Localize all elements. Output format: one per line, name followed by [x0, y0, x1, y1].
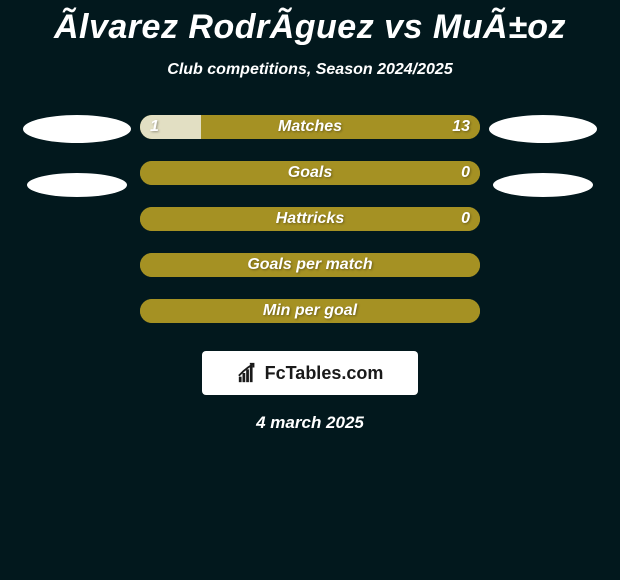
comparison-row: Matches113 Goals0 Hattricks0 Goals per matc… — [0, 115, 620, 323]
stat-bar: Matches113 — [140, 115, 480, 139]
page-root: Ãlvarez RodrÃ­guez vs MuÃ±oz Club compet… — [0, 0, 620, 580]
avatar-placeholder-oval — [27, 173, 127, 197]
avatar-placeholder-oval — [489, 115, 597, 143]
stat-bar: Min per goal — [140, 299, 480, 323]
stat-bar: Goals0 — [140, 161, 480, 185]
stat-bar: Goals per match — [140, 253, 480, 277]
fctables-logo-icon — [237, 362, 259, 384]
page-subtitle: Club competitions, Season 2024/2025 — [0, 61, 620, 79]
stat-bar-segment — [140, 161, 480, 185]
stat-bar-segment — [140, 299, 480, 323]
stat-bar-segment — [140, 207, 480, 231]
stat-bar: Hattricks0 — [140, 207, 480, 231]
avatar-placeholder-oval — [23, 115, 131, 143]
snapshot-date: 4 march 2025 — [0, 413, 620, 433]
stat-bars-container: Matches113 Goals0 Hattricks0 Goals per matc… — [140, 115, 480, 323]
page-title: Ãlvarez RodrÃ­guez vs MuÃ±oz — [0, 0, 620, 47]
player-right-avatar-slot — [480, 115, 610, 197]
brand-badge: FcTables.com — [202, 351, 418, 395]
player-left-avatar-slot — [10, 115, 140, 197]
stat-bar-segment — [140, 115, 201, 139]
brand-name-label: FcTables.com — [265, 363, 384, 384]
avatar-placeholder-oval — [493, 173, 593, 197]
stat-bar-segment — [140, 253, 480, 277]
stat-bar-segment — [201, 115, 480, 139]
